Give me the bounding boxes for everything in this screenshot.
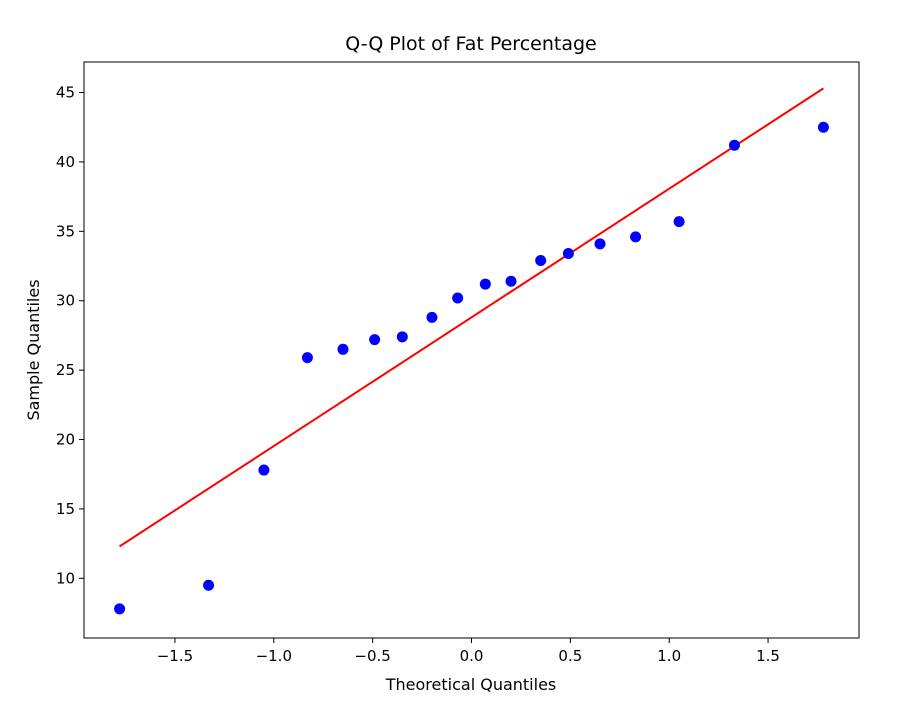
data-point bbox=[535, 254, 547, 266]
data-point bbox=[258, 464, 270, 476]
y-tick-label: 45 bbox=[56, 84, 75, 102]
y-tick-label: 30 bbox=[56, 292, 75, 310]
data-point bbox=[479, 278, 491, 290]
reference-line bbox=[119, 87, 824, 548]
data-point bbox=[396, 331, 408, 343]
data-point bbox=[203, 579, 215, 591]
data-point bbox=[426, 311, 438, 323]
x-tick-label: −1.0 bbox=[256, 647, 292, 665]
y-tick-label: 20 bbox=[56, 431, 75, 449]
chart-title: Q-Q Plot of Fat Percentage bbox=[345, 33, 596, 55]
data-point bbox=[369, 334, 381, 346]
data-point bbox=[594, 238, 606, 250]
plot-frame bbox=[83, 61, 860, 639]
x-tick-label: 0.5 bbox=[558, 647, 582, 665]
plot-area: −1.5 −1.0 −0.5 0.0 0.5 1.0 1.5 10 15 20 25 30 35 40 45 bbox=[56, 61, 860, 665]
x-tick-label: −1.5 bbox=[157, 647, 193, 665]
x-axis-label: Theoretical Quantiles bbox=[385, 675, 557, 694]
y-tick-label: 40 bbox=[56, 153, 75, 171]
x-tick-label: −0.5 bbox=[354, 647, 390, 665]
data-point bbox=[114, 603, 126, 615]
data-point bbox=[337, 343, 349, 355]
data-point bbox=[728, 139, 740, 151]
x-tick-label: 1.5 bbox=[756, 647, 780, 665]
data-point bbox=[562, 248, 574, 260]
y-tick-label: 35 bbox=[56, 222, 75, 240]
data-point bbox=[673, 216, 685, 228]
data-point bbox=[505, 275, 517, 287]
y-tick-label: 15 bbox=[56, 500, 75, 518]
x-tick-label: 0.0 bbox=[460, 647, 484, 665]
data-point bbox=[452, 292, 464, 304]
y-tick-label: 25 bbox=[56, 361, 75, 379]
data-point bbox=[817, 121, 829, 133]
x-tick-label: 1.0 bbox=[657, 647, 681, 665]
data-point bbox=[301, 352, 313, 364]
data-point bbox=[630, 231, 642, 243]
y-axis-label: Sample Quantiles bbox=[24, 279, 43, 420]
y-tick-label: 10 bbox=[56, 569, 75, 587]
